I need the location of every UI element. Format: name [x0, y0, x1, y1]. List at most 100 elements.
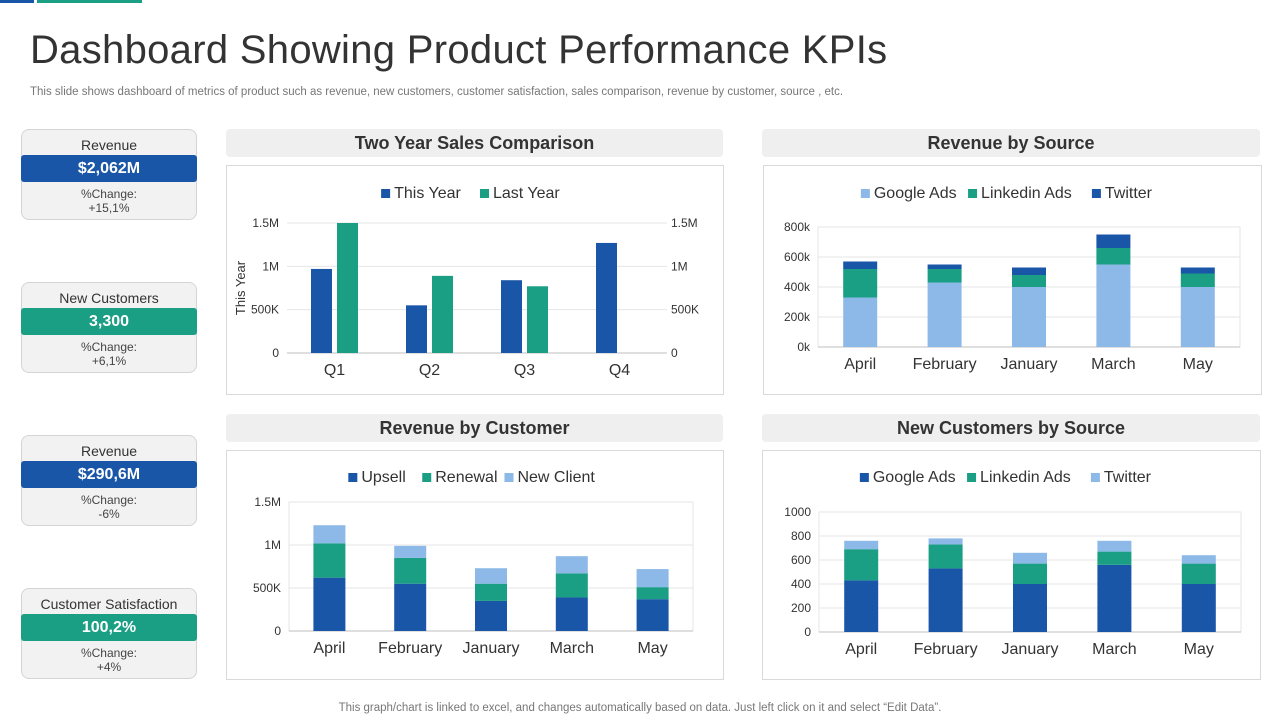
bar-new-client-april: [313, 525, 346, 544]
y-tick-label: 800k: [784, 220, 811, 234]
y-tick-label: 0: [272, 346, 279, 360]
kpi-label: Customer Satisfaction: [40, 596, 178, 612]
x-tick-label: May: [1183, 356, 1213, 373]
bar-linkedin-ads-may: [1181, 563, 1216, 584]
legend-label-linkedin-ads: Linkedin Ads: [981, 185, 1072, 202]
y-tick-label: 1M: [264, 538, 281, 552]
chart-svg-revenue-by-customer: 0 500K 1M 1.5M April February January March May U…: [253, 469, 694, 657]
bar-last-year-q2: [432, 275, 453, 353]
y-tick-label: 200k: [784, 310, 811, 324]
secondary-y-tick-label: 1.5M: [671, 216, 698, 230]
bar-twitter-february: [928, 538, 963, 545]
legend-label-twitter: Twitter: [1104, 469, 1152, 486]
legend-swatch-last-year: [480, 189, 489, 198]
bar-this-year-q1: [311, 268, 332, 353]
legend-label-renewal: Renewal: [435, 469, 497, 486]
bar-twitter-march: [1096, 234, 1131, 248]
x-tick-label: February: [913, 356, 977, 373]
legend-label-google-ads: Google Ads: [873, 469, 956, 486]
secondary-y-tick-label: 1M: [671, 259, 688, 273]
bar-renewal-february: [394, 557, 427, 584]
x-tick-label: Q3: [514, 362, 535, 379]
kpi-card-customer-satisfaction: Customer Satisfaction 100,2% %Change: +4…: [21, 588, 197, 679]
bar-upsell-february: [394, 583, 427, 631]
y-tick-label: 0: [274, 624, 281, 638]
kpi-value: $2,062M: [21, 155, 197, 182]
y-tick-label: 1.5M: [252, 216, 279, 230]
kpi-card-revenue: Revenue $2,062M %Change: +15,1%: [21, 129, 197, 220]
chart-title-revenue-by-source: Revenue by Source: [762, 129, 1260, 157]
legend-swatch-twitter: [1091, 189, 1101, 198]
legend-swatch-new-client: [504, 473, 514, 482]
bar-upsell-may: [636, 599, 669, 631]
kpi-change-value: +15,1%: [88, 201, 130, 215]
chart-revenue-by-source: 0k 200k 400k 600k 800k April February January Ma…: [763, 165, 1262, 395]
kpi-label: Revenue: [80, 137, 138, 153]
bar-upsell-march: [555, 597, 588, 631]
legend-label-upsell: Upsell: [361, 469, 405, 486]
legend-swatch-google-ads: [859, 473, 869, 482]
bar-linkedin-ads-march: [1096, 248, 1131, 265]
legend-swatch-google-ads: [860, 189, 870, 198]
bar-google-ads-may: [1180, 287, 1215, 347]
legend-swatch-linkedin-ads: [968, 189, 978, 198]
bar-twitter-january: [1012, 267, 1046, 275]
kpi-change-value: -6%: [98, 507, 120, 521]
kpi-value: $290,6M: [21, 461, 197, 488]
chart-title-two-year-sales: Two Year Sales Comparison: [226, 129, 723, 157]
x-tick-label: February: [914, 641, 978, 658]
x-tick-label: May: [1184, 641, 1214, 658]
bar-google-ads-march: [1097, 564, 1132, 632]
chart-svg-new-customers-by-source: 0 200 400 600 800 1000 April February January Mar…: [784, 469, 1242, 658]
legend-label-linkedin-ads: Linkedin Ads: [980, 469, 1071, 486]
legend-label-google-ads: Google Ads: [874, 185, 957, 202]
legend-swatch-upsell: [348, 473, 358, 482]
bar-linkedin-ads-february: [927, 269, 962, 283]
bar-linkedin-ads-may: [1180, 273, 1215, 287]
chart-revenue-by-customer: 0 500K 1M 1.5M April February January March May U…: [226, 450, 724, 680]
bar-linkedin-ads-january: [1012, 275, 1046, 287]
page-subtitle: This slide shows dashboard of metrics of…: [30, 86, 844, 98]
bar-this-year-q3: [501, 280, 522, 353]
bar-twitter-january: [1013, 552, 1047, 564]
bar-google-ads-april: [843, 297, 878, 347]
kpi-change-label: %Change:: [80, 493, 138, 507]
bar-google-ads-may: [1181, 584, 1216, 632]
y-tick-label: 800: [791, 529, 811, 543]
bar-twitter-february: [927, 264, 962, 269]
y-tick-label: 1M: [262, 259, 279, 273]
y-tick-label: 600k: [784, 250, 811, 264]
y-tick-label: 500K: [253, 581, 281, 595]
y-tick-label: 400k: [784, 280, 811, 294]
secondary-y-tick-label: 0: [671, 346, 678, 360]
chart-svg-two-year-sales: 0 0 500K 500K 1M 1M 1.5M 1.5M This Year Q1 Q2 Q3 Q4 T…: [233, 185, 699, 379]
bar-linkedin-ads-april: [844, 549, 879, 581]
bar-renewal-january: [475, 583, 507, 601]
x-tick-label: April: [313, 640, 345, 657]
y-tick-label: 500K: [251, 303, 279, 317]
x-tick-label: March: [1092, 641, 1136, 658]
bar-this-year-q4: [596, 242, 617, 353]
x-tick-label: Q2: [419, 362, 440, 379]
bar-this-year-q2: [406, 305, 427, 353]
chart-title-revenue-by-customer: Revenue by Customer: [226, 414, 723, 442]
bar-upsell-april: [313, 577, 346, 631]
legend-swatch-twitter: [1090, 473, 1100, 482]
bar-renewal-may: [636, 587, 669, 600]
bar-google-ads-january: [1012, 287, 1046, 347]
bar-twitter-april: [844, 540, 879, 550]
x-tick-label: January: [1002, 641, 1059, 658]
bar-last-year-q1: [337, 223, 358, 353]
x-tick-label: January: [463, 640, 520, 657]
y-tick-label: 0: [804, 625, 811, 639]
bar-google-ads-january: [1013, 584, 1047, 632]
legend-label-this-year: This Year: [394, 185, 461, 202]
kpi-change-label: %Change:: [80, 340, 138, 354]
x-tick-label: Q1: [324, 362, 345, 379]
legend-label-last-year: Last Year: [493, 185, 560, 202]
bar-twitter-march: [1097, 540, 1132, 552]
bar-new-client-february: [394, 545, 427, 558]
x-tick-label: March: [550, 640, 594, 657]
x-tick-label: January: [1001, 356, 1058, 373]
kpi-label: New Customers: [59, 290, 159, 306]
